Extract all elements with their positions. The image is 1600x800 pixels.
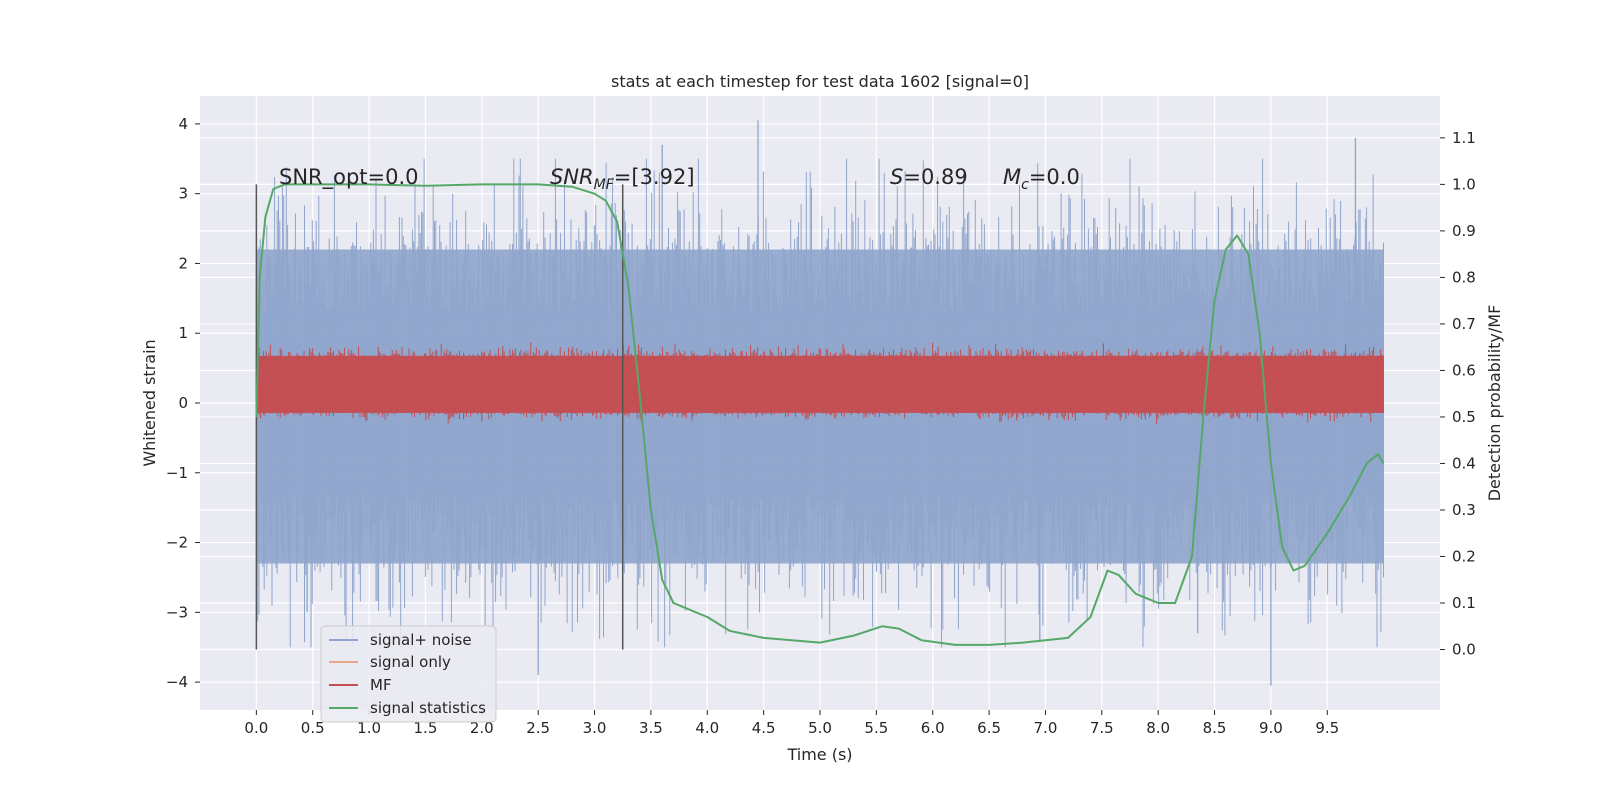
annotation-s: S=0.89 bbox=[890, 165, 968, 189]
legend: signal+ noise signal only MF signal stat… bbox=[320, 625, 497, 723]
annotation-s-main: S bbox=[890, 165, 903, 189]
x-tick-label: 8.5 bbox=[1203, 719, 1227, 737]
y-left-tick-label: 3 bbox=[178, 185, 188, 203]
y-right-tick-label: 0.4 bbox=[1452, 454, 1476, 472]
x-tick-label: 4.0 bbox=[695, 719, 719, 737]
x-tick-label: 7.5 bbox=[1090, 719, 1114, 737]
y-left-tick-label: 1 bbox=[178, 324, 188, 342]
annotation-snr-mf: SNRMF=[3.92] bbox=[550, 165, 695, 193]
x-tick-label: 6.0 bbox=[921, 719, 945, 737]
y-right-tick-label: 1.1 bbox=[1452, 129, 1476, 147]
y-left-tick-label: −1 bbox=[166, 464, 188, 482]
series-signal-statistics bbox=[255, 183, 1385, 646]
x-tick-label: 3.5 bbox=[639, 719, 663, 737]
x-tick-label: 1.5 bbox=[414, 719, 438, 737]
x-tick-label: 0.0 bbox=[244, 719, 268, 737]
y-right-tick-label: 0.1 bbox=[1452, 594, 1476, 612]
y-left-tick-label: 2 bbox=[178, 254, 188, 272]
signal-statistics-line bbox=[255, 183, 1385, 646]
y-axis-title-right: Detection probability/MF bbox=[1485, 305, 1504, 502]
y-right-tick-label: 0.0 bbox=[1452, 641, 1476, 659]
annotation-snr-opt: SNR_opt=0.0 bbox=[279, 165, 419, 190]
annotation-mc-main: M bbox=[1003, 165, 1021, 189]
y-right-tick-label: 0.5 bbox=[1452, 408, 1476, 426]
annotation-snr-mf-sub: MF bbox=[594, 177, 615, 193]
y-left-tick-label: −2 bbox=[166, 534, 188, 552]
y-right-tick-label: 0.2 bbox=[1452, 548, 1476, 566]
axis-ticks: 0.0 0.5 1.0 1.5 2.0 2.5 3.0 3.5 4.0 4.5 5.0 5.5 6.0 6… bbox=[166, 115, 1476, 737]
legend-box bbox=[320, 625, 497, 723]
y-right-tick-label: 0.6 bbox=[1452, 361, 1476, 379]
x-tick-label: 0.5 bbox=[301, 719, 325, 737]
x-tick-label: 2.0 bbox=[470, 719, 494, 737]
legend-label-signal-statistics: signal statistics bbox=[370, 699, 486, 717]
annotation-s-value: =0.89 bbox=[903, 165, 967, 189]
y-right-tick-label: 0.9 bbox=[1452, 222, 1476, 240]
y-right-tick-label: 0.3 bbox=[1452, 501, 1476, 519]
y-left-tick-label: 4 bbox=[178, 115, 188, 133]
annotation-mc-sub: c bbox=[1021, 177, 1029, 193]
y-left-tick-label: −3 bbox=[166, 603, 188, 621]
legend-label-signal-only: signal only bbox=[370, 653, 451, 671]
x-axis-title: Time (s) bbox=[786, 745, 852, 764]
y-left-tick-label: 0 bbox=[178, 394, 188, 412]
annotation-snr-mf-value: =[3.92] bbox=[614, 165, 695, 189]
x-tick-label: 2.5 bbox=[526, 719, 550, 737]
y-right-tick-label: 1.0 bbox=[1452, 175, 1476, 193]
chart-title: stats at each timestep for test data 160… bbox=[611, 72, 1029, 91]
x-tick-label: 5.0 bbox=[808, 719, 832, 737]
x-tick-label: 7.0 bbox=[1034, 719, 1058, 737]
y-axis-title-left: Whitened strain bbox=[140, 339, 159, 466]
x-tick-label: 3.0 bbox=[583, 719, 607, 737]
x-tick-label: 8.0 bbox=[1146, 719, 1170, 737]
legend-label-mf: MF bbox=[370, 676, 392, 694]
y-left-tick-label: −4 bbox=[166, 673, 188, 691]
legend-label-signal-noise: signal+ noise bbox=[370, 631, 472, 649]
x-tick-label: 9.0 bbox=[1259, 719, 1283, 737]
x-tick-label: 9.5 bbox=[1315, 719, 1339, 737]
x-tick-label: 6.5 bbox=[977, 719, 1001, 737]
x-tick-label: 5.5 bbox=[864, 719, 888, 737]
x-tick-label: 1.0 bbox=[357, 719, 381, 737]
annotation-snr-mf-main: SNR bbox=[550, 165, 594, 189]
x-tick-label: 4.5 bbox=[752, 719, 776, 737]
y-right-tick-label: 0.7 bbox=[1452, 315, 1476, 333]
annotation-mc: Mc=0.0 bbox=[1003, 165, 1080, 193]
y-right-tick-label: 0.8 bbox=[1452, 268, 1476, 286]
annotation-mc-value: =0.0 bbox=[1029, 165, 1080, 189]
series-mf bbox=[255, 342, 1384, 424]
